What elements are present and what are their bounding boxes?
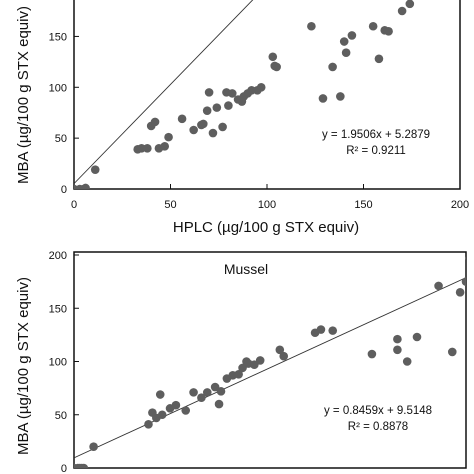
- data-point: [402, 357, 412, 366]
- data-point: [160, 141, 170, 151]
- data-point: [256, 82, 266, 92]
- bottom-ticks: 0 50 100 150 200: [49, 250, 79, 474]
- data-point: [81, 183, 90, 189]
- data-point: [461, 277, 466, 286]
- y-tick-label: 50: [55, 410, 67, 422]
- data-point: [374, 54, 384, 64]
- bottom-y-axis-label: MBA (µg/100 g STX equiv): [15, 277, 32, 455]
- bottom-plot-frame: [73, 251, 467, 469]
- data-point: [328, 62, 337, 72]
- data-point: [368, 21, 378, 31]
- data-point: [144, 420, 153, 429]
- data-point: [336, 92, 345, 101]
- data-point: [79, 463, 89, 468]
- data-point: [455, 287, 465, 297]
- data-point: [465, 256, 466, 260]
- y-tick-label: 0: [61, 463, 67, 474]
- bottom-marks: [74, 256, 466, 468]
- top-plot-frame: [73, 0, 461, 190]
- top-r-squared: R² = 0.9211: [346, 145, 406, 157]
- top-panel: 0 50 100 150 0 50 100 150 200 y = 1.9506x + 5.28…: [15, 0, 469, 236]
- data-point: [384, 27, 393, 36]
- data-point: [197, 393, 206, 403]
- data-point: [434, 281, 443, 291]
- data-point: [268, 52, 278, 62]
- data-point: [212, 103, 222, 112]
- data-point: [341, 48, 351, 58]
- y-tick-label: 150: [49, 31, 67, 43]
- data-point: [234, 369, 243, 379]
- data-point: [189, 388, 198, 397]
- data-point: [393, 345, 402, 355]
- data-point: [227, 89, 237, 98]
- data-point: [307, 21, 316, 31]
- data-point: [177, 114, 187, 124]
- y-tick-label: 100: [49, 82, 67, 94]
- top-marks: [74, 0, 415, 189]
- data-point: [255, 356, 265, 365]
- data-point: [204, 88, 214, 97]
- top-ticks: 0 50 100 150 0 50 100 150 200: [49, 31, 470, 211]
- x-tick-label: 200: [451, 199, 469, 211]
- data-point: [347, 31, 357, 40]
- data-point: [275, 345, 285, 355]
- data-point: [279, 351, 289, 361]
- data-point: [171, 400, 181, 410]
- data-point: [199, 119, 208, 129]
- data-point: [339, 37, 349, 46]
- data-point: [393, 334, 402, 344]
- top-x-axis-label: HPLC (µg/100 g STX equiv): [173, 219, 359, 236]
- bottom-r-squared: R² = 0.8878: [348, 421, 408, 433]
- y-tick-label: 0: [61, 184, 67, 196]
- data-point: [367, 349, 377, 359]
- x-tick-label: 100: [258, 199, 276, 211]
- data-point: [181, 406, 191, 415]
- y-tick-label: 200: [49, 250, 67, 262]
- top-equation: y = 1.9506x + 5.2879: [322, 129, 430, 141]
- x-tick-label: 0: [71, 199, 77, 211]
- data-point: [90, 165, 100, 174]
- data-point: [89, 442, 98, 452]
- data-point: [164, 132, 173, 142]
- bottom-equation: y = 0.8459x + 9.5148: [324, 405, 432, 417]
- data-point: [202, 106, 212, 115]
- data-point: [224, 101, 233, 110]
- data-point: [155, 390, 165, 399]
- y-tick-label: 100: [49, 357, 67, 369]
- data-point: [272, 62, 281, 72]
- data-point: [216, 387, 226, 396]
- data-point: [214, 399, 224, 409]
- data-point: [150, 117, 160, 127]
- data-point: [397, 6, 407, 16]
- bottom-chart-title: Mussel: [224, 261, 268, 277]
- top-y-axis-label: MBA (µg/100 g STX equiv): [15, 6, 32, 184]
- data-point: [143, 144, 152, 153]
- data-point: [218, 122, 227, 132]
- bottom-panel: 0 50 100 150 200 Mussel y = 0.8459x + 9.5148…: [15, 250, 467, 474]
- x-tick-label: 50: [164, 199, 176, 211]
- y-tick-label: 50: [55, 133, 67, 145]
- data-point: [189, 125, 198, 135]
- trendline: [74, 0, 254, 184]
- y-tick-label: 150: [49, 303, 67, 315]
- data-point: [447, 347, 457, 357]
- data-point: [405, 0, 415, 9]
- data-point: [202, 388, 212, 397]
- x-tick-label: 150: [354, 199, 372, 211]
- data-point: [208, 128, 218, 138]
- data-point: [157, 410, 167, 420]
- data-point: [316, 325, 326, 334]
- data-point: [412, 332, 422, 342]
- trendline: [74, 277, 466, 459]
- data-point: [328, 326, 338, 335]
- data-point: [318, 94, 328, 103]
